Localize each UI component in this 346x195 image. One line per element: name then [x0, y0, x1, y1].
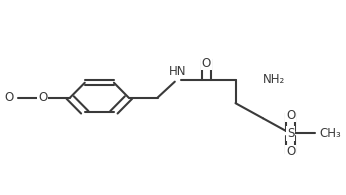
- Text: S: S: [287, 127, 294, 140]
- Text: NH₂: NH₂: [263, 73, 285, 86]
- Text: O: O: [4, 91, 13, 104]
- Text: CH₃: CH₃: [320, 127, 342, 140]
- Text: O: O: [38, 91, 47, 104]
- Text: O: O: [202, 57, 211, 70]
- Text: HN: HN: [169, 65, 186, 78]
- Text: O: O: [286, 109, 295, 122]
- Text: O: O: [286, 145, 295, 158]
